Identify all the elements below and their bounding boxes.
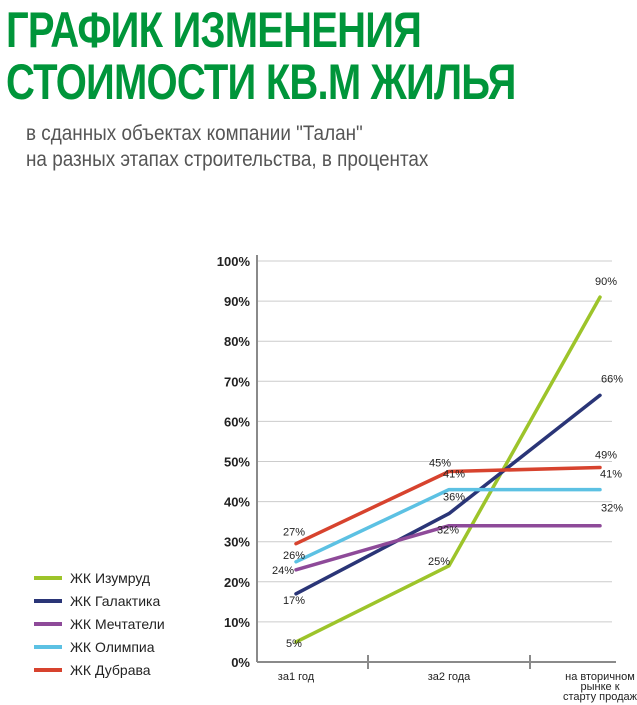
legend-label: ЖК Дубрава (70, 661, 151, 678)
data-label: 25% (428, 556, 450, 568)
y-tick-label: 80% (224, 334, 250, 349)
legend-swatch (34, 621, 62, 626)
y-tick-label: 0% (231, 655, 250, 670)
y-tick-label: 20% (224, 575, 250, 590)
data-label: 41% (443, 469, 465, 481)
y-tick-label: 40% (224, 495, 250, 510)
legend-label: ЖК Галактика (70, 592, 161, 609)
legend-swatch (34, 667, 62, 672)
y-tick-label: 30% (224, 535, 250, 550)
data-label: 24% (272, 565, 294, 577)
data-label: 41% (600, 469, 622, 481)
chart-title-line-2: СТОИМОСТИ КВ.М ЖИЛЬЯ (6, 54, 516, 110)
x-tick-label: за2 года (428, 671, 471, 683)
series-line (294, 393, 602, 596)
x-tick-label: за1 год (278, 671, 315, 683)
legend-item: ЖК Изумруд (34, 566, 165, 589)
legend-label: ЖК Олимпиа (70, 638, 155, 655)
data-label: 17% (283, 595, 305, 607)
legend-item: ЖК Дубрава (34, 658, 165, 681)
data-label: 36% (443, 492, 465, 504)
series-line (294, 523, 602, 572)
legend-item: ЖК Олимпиа (34, 635, 165, 658)
data-label: 66% (601, 373, 623, 385)
data-label: 49% (595, 450, 617, 462)
chart-legend: ЖК Изумруд ЖК Галактика ЖК Мечтатели ЖК Оли… (34, 566, 165, 681)
legend-item: ЖК Галактика (34, 589, 165, 612)
data-label: 27% (283, 527, 305, 539)
legend-swatch (34, 598, 62, 603)
data-label: 32% (601, 503, 623, 515)
legend-label: ЖК Мечтатели (70, 615, 165, 632)
chart-subtitle: в сданных объектах компании "Талан" на р… (26, 121, 428, 173)
x-tick-label: на вторичном рынке к старту продаж (563, 671, 637, 703)
y-tick-label: 90% (224, 294, 250, 309)
data-label: 90% (595, 276, 617, 288)
chart-title-line-1: ГРАФИК ИЗМЕНЕНИЯ (6, 2, 422, 58)
y-tick-label: 50% (224, 455, 250, 470)
legend-swatch (34, 575, 62, 580)
data-label: 45% (429, 458, 451, 470)
legend-label: ЖК Изумруд (70, 569, 151, 586)
chart-title: ГРАФИК ИЗМЕНЕНИЯ СТОИМОСТИ КВ.М ЖИЛЬЯ (6, 4, 516, 108)
series-line (294, 295, 602, 644)
legend-swatch (34, 644, 62, 649)
y-tick-label: 70% (224, 374, 250, 389)
chart-subtitle-line-2: на разных этапах строительства, в процен… (26, 148, 429, 171)
y-tick-label: 100% (217, 254, 251, 269)
chart-subtitle-line-1: в сданных объектах компании "Талан" (26, 122, 363, 145)
y-tick-label: 60% (224, 414, 250, 429)
data-label: 26% (283, 550, 305, 562)
legend-item: ЖК Мечтатели (34, 612, 165, 635)
data-label: 32% (437, 525, 459, 537)
series-line (294, 465, 602, 546)
series-line (294, 487, 602, 564)
data-label: 5% (286, 638, 302, 650)
y-tick-label: 10% (224, 615, 250, 630)
